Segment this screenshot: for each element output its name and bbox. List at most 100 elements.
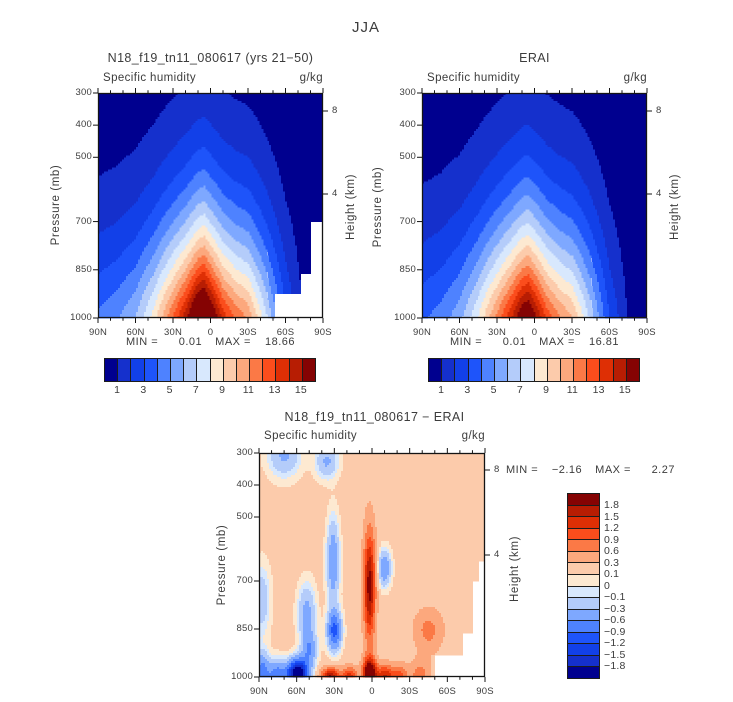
colorbar-cell	[560, 359, 575, 381]
x-tick-label: 90S	[476, 686, 494, 697]
min-label: MIN =	[506, 464, 539, 476]
max-value: 18.66	[264, 336, 295, 348]
model-units-label: g/kg	[299, 72, 323, 84]
colorbar-cell	[210, 359, 224, 381]
x-tick-label: 60N	[287, 686, 306, 697]
colorbar-tick-label: 5	[166, 384, 173, 396]
colorbar-cell	[600, 359, 614, 381]
min-label: MIN =	[126, 336, 159, 348]
colorbar-cell	[587, 359, 601, 381]
diff-colorbar-tick-label: 0.3	[604, 556, 620, 569]
height-tick-label: 8	[656, 105, 662, 116]
colorbar-tick-label: 3	[464, 384, 471, 396]
x-tick-label: 60N	[450, 327, 469, 338]
colorbar-tick-label: 11	[566, 384, 579, 396]
diff-height-axis-label: Height (km)	[509, 535, 521, 603]
height-tick-label: 8	[332, 105, 338, 116]
x-tick-label: 0	[531, 327, 538, 338]
model-subtitle-row: Specific humidity g/kg	[98, 72, 323, 84]
season-title: JJA	[351, 19, 380, 36]
x-tick-label: 90S	[638, 327, 656, 338]
colorbar-tick-label: 1	[438, 384, 445, 396]
pressure-tick-label: 850	[399, 263, 416, 275]
colorbar-cell	[302, 359, 315, 381]
pressure-tick-label: 1000	[394, 312, 416, 323]
x-tick-label: 90N	[88, 327, 108, 338]
erai-units-label: g/kg	[623, 72, 647, 84]
diff-colorbar-tick-label: 0.6	[604, 545, 620, 557]
pressure-tick-label: 500	[75, 151, 92, 163]
pressure-tick-label: 1000	[231, 671, 253, 682]
diff-colorbar-cell	[568, 551, 599, 564]
diff-colorbar-tick-label: −0.6	[604, 614, 626, 626]
diff-colorbar-cell	[568, 667, 599, 678]
erai-colorbar	[428, 358, 640, 382]
erai-variable-label: Specific humidity	[427, 72, 521, 84]
diff-colorbar-tick-label: −1.2	[604, 637, 626, 649]
diff-panel-title: N18_f19_tn11_080617 − ERAI	[284, 410, 465, 424]
x-tick-label: 30N	[325, 686, 344, 697]
x-tick-label: 0	[369, 686, 375, 697]
diff-colorbar-cell	[568, 563, 599, 575]
max-label: MAX =	[215, 336, 251, 348]
min-value: 0.01	[502, 336, 527, 348]
max-value: 16.81	[588, 336, 619, 348]
diff-colorbar-cell	[568, 574, 599, 587]
model-minmax-readout: MIN = 0.01 MAX = 18.66	[98, 336, 323, 348]
colorbar-tick-label: 13	[592, 384, 605, 396]
x-tick-label: 90S	[314, 327, 332, 338]
colorbar-cell	[144, 359, 158, 381]
max-label: MAX =	[539, 336, 575, 348]
colorbar-cell	[118, 359, 132, 381]
colorbar-cell	[547, 359, 561, 381]
colorbar-cell	[626, 359, 639, 381]
pressure-tick-label: 400	[236, 479, 253, 490]
pressure-tick-label: 700	[399, 215, 416, 227]
colorbar-cell	[508, 359, 522, 381]
pressure-tick-label: 300	[75, 87, 92, 98]
diff-colorbar-tick-label: −0.9	[604, 625, 626, 638]
colorbar-cell	[481, 359, 495, 381]
height-tick-label: 4	[656, 188, 662, 199]
colorbar-tick-label: 15	[618, 384, 631, 396]
diff-colorbar-cell	[568, 655, 599, 668]
diff-colorbar-tick-label: −0.3	[604, 602, 626, 615]
erai-contour-plot	[417, 88, 652, 323]
model-height-axis-label: Height (km)	[345, 173, 357, 241]
colorbar-tick-label: 11	[242, 384, 255, 396]
diff-colorbar-cell	[568, 621, 599, 633]
colorbar-cell	[223, 359, 237, 381]
colorbar-cell	[613, 359, 627, 381]
colorbar-tick-label: 13	[268, 384, 281, 396]
colorbar-cell	[455, 359, 469, 381]
diff-contour-plot	[254, 448, 490, 682]
colorbar-cell	[105, 359, 119, 381]
colorbar-cell	[131, 359, 145, 381]
diff-colorbar-tick-label: −1.5	[604, 648, 626, 661]
x-tick-label: 0	[207, 327, 214, 338]
pressure-tick-label: 500	[236, 511, 253, 522]
diff-colorbar-tick-label: −1.8	[604, 660, 626, 672]
height-tick-label: 4	[332, 188, 338, 199]
diff-colorbar-cell	[568, 586, 599, 599]
diff-colorbar-tick-label: 1.5	[604, 510, 620, 523]
colorbar-cell	[494, 359, 509, 381]
colorbar-cell	[521, 359, 535, 381]
colorbar-tick-label: 9	[219, 384, 226, 396]
colorbar-cell	[236, 359, 251, 381]
colorbar-tick-label: 15	[294, 384, 307, 396]
min-value: 0.01	[178, 336, 203, 348]
erai-subtitle-row: Specific humidity g/kg	[422, 72, 647, 84]
x-tick-label: 30S	[400, 686, 419, 697]
model-variable-label: Specific humidity	[103, 72, 197, 84]
colorbar-cell	[197, 359, 211, 381]
pressure-tick-label: 850	[236, 623, 253, 634]
colorbar-cell	[157, 359, 171, 381]
x-tick-label: 30N	[163, 327, 183, 338]
max-value: 2.27	[651, 464, 675, 476]
x-tick-label: 30S	[239, 327, 257, 338]
x-tick-label: 60N	[126, 327, 145, 338]
diff-colorbar-cell	[568, 632, 599, 645]
x-tick-label: 60S	[276, 327, 295, 338]
